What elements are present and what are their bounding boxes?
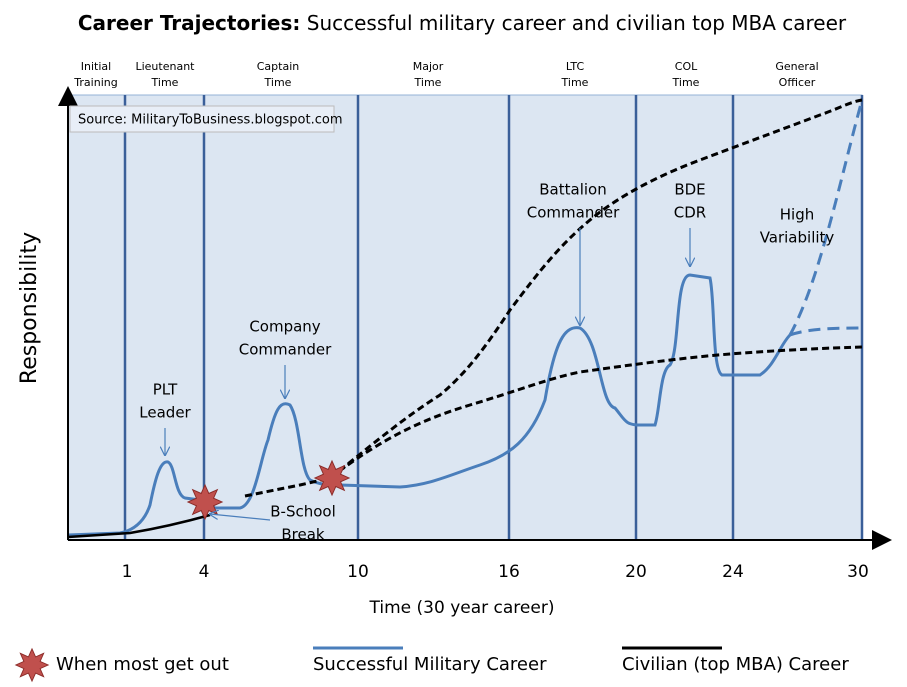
curves: [67, 98, 864, 539]
annotation: Break: [281, 526, 325, 544]
annotation: Company: [249, 318, 320, 336]
x-tick-label: 1: [122, 562, 133, 582]
annotation: Leader: [139, 404, 191, 422]
x-tick-label: 4: [199, 562, 210, 582]
annotation: Commander: [527, 204, 620, 222]
x-tick-label: 30: [847, 562, 869, 582]
annotation: High: [780, 206, 814, 224]
exit-star: [314, 460, 350, 496]
phase-label: Time: [414, 76, 442, 89]
legend-label: Successful Military Career: [313, 654, 547, 675]
x-tick-label: 24: [722, 562, 744, 582]
phase-label: Training: [73, 76, 117, 89]
phase-label: COL: [675, 60, 698, 73]
phase-label: Major: [413, 60, 444, 73]
legend-label: Civilian (top MBA) Career: [622, 654, 849, 675]
annotation: BDE: [674, 181, 705, 199]
phase-label: Captain: [257, 60, 300, 73]
annotation: B-School: [270, 503, 336, 521]
annotation: PLT: [153, 381, 178, 399]
pointer-arrows: [165, 228, 690, 521]
y-axis-label: Responsibility: [17, 232, 42, 384]
phase-label: Officer: [779, 76, 816, 89]
source-box: [69, 105, 335, 133]
phase-label: Time: [151, 76, 179, 89]
phase-label: Time: [264, 76, 292, 89]
legend-star: [15, 648, 49, 682]
phase-label: Time: [561, 76, 589, 89]
phase-label: LTC: [566, 60, 585, 73]
annotation: Variability: [760, 229, 835, 247]
annotation: Battalion: [539, 181, 606, 199]
chart-title: Career Trajectories: Successful military…: [78, 11, 847, 35]
annotation: CDR: [674, 204, 706, 222]
phase-label: Lieutenant: [135, 60, 195, 73]
source: Source: MilitaryToBusiness.blogspot.com: [78, 113, 343, 128]
annotation: Commander: [239, 341, 332, 359]
x-tick-label: 20: [625, 562, 647, 582]
x-axis-label: Time (30 year career): [369, 598, 555, 618]
phase-label: General: [775, 60, 818, 73]
x-tick-label: 16: [498, 562, 520, 582]
phase-dividers: [123, 95, 864, 540]
phase-label: Time: [672, 76, 700, 89]
plot-area: [67, 94, 863, 541]
phase-label: Initial: [81, 60, 111, 73]
legend-label: When most get out: [56, 654, 229, 675]
x-tick-label: 10: [347, 562, 369, 582]
exit-star: [187, 484, 223, 520]
